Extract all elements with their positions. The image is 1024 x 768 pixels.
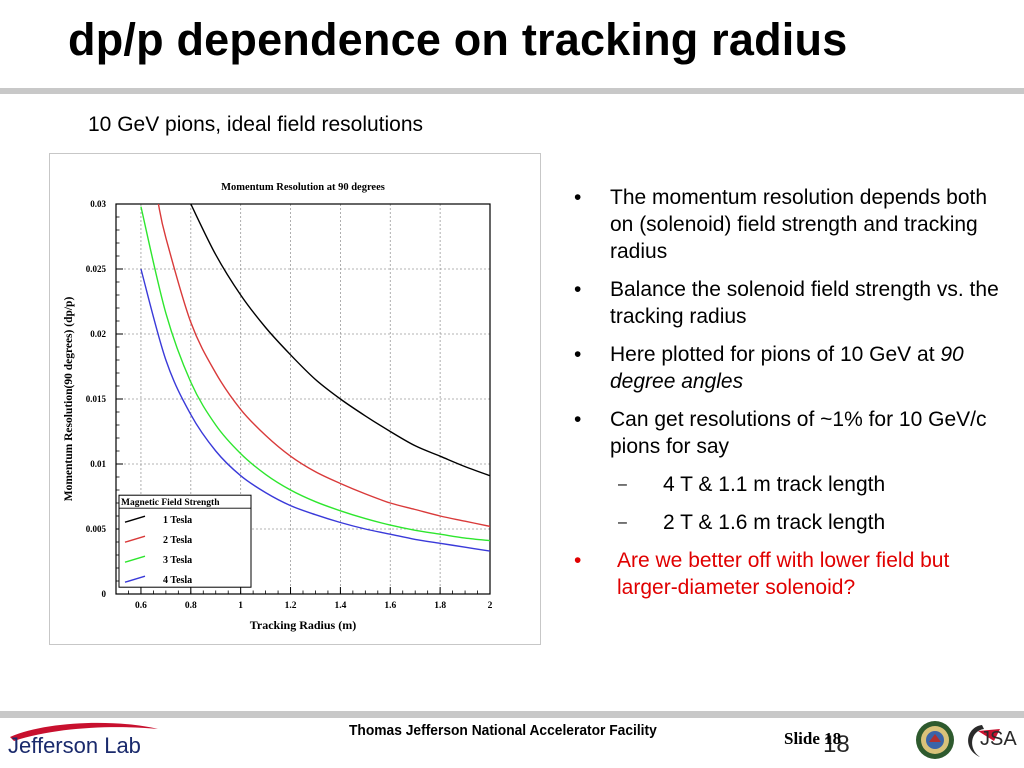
x-tick-label: 0.8 [185,601,197,611]
plot-area-border [115,203,491,595]
bullet-item: • Here plotted for pions of 10 GeV at 90 … [574,341,1004,395]
legend-swatch [124,575,146,583]
jsa-text: JSA [980,728,1017,750]
bullet-text: Here plotted for pions of 10 GeV at [610,343,941,366]
legend-swatch [124,515,146,523]
bullet-marker: • [574,408,582,431]
chart-title: Momentum Resolution at 90 degrees [221,182,385,193]
y-tick-label: 0.015 [86,394,107,404]
series-line [190,204,490,477]
sub-bullet-marker: – [618,514,627,531]
sub-bullet-item: – 4 T & 1.1 m track length [618,471,1004,498]
x-axis-label: Tracking Radius (m) [250,618,356,632]
bullet-list: • The momentum resolution depends both on… [574,184,1004,612]
slide-subtitle: 10 GeV pions, ideal field resolutions [88,113,424,136]
slide-title: dp/p dependence on tracking radius [68,14,848,65]
jsa-logo: JSA [968,725,1017,757]
legend-entry: 1 Tesla [163,515,192,526]
highlight-bullet-item: • Are we better off with lower field but … [574,547,1004,601]
x-tick-label: 1.8 [434,601,446,611]
logo-text: Jefferson Lab [8,733,141,758]
y-tick-label: 0.025 [86,264,107,274]
x-tick-label: 2 [488,601,493,611]
legend-title: Magnetic Field Strength [121,498,220,508]
bullet-text: Can get resolutions of ~1% for 10 GeV/c … [610,408,987,458]
bullet-marker: • [574,343,582,366]
x-tick-label: 1.2 [285,601,297,611]
title-divider [0,88,1024,94]
bullet-item: • Can get resolutions of ~1% for 10 GeV/c… [574,406,1004,460]
y-tick-label: 0.005 [86,524,107,534]
sub-bullet-item: – 2 T & 1.6 m track length [618,509,1004,536]
highlight-bullet-text: Are we better off with lower field but l… [617,549,950,599]
legend-entry: 3 Tesla [163,555,192,566]
x-tick-label: 1 [238,601,243,611]
jefferson-lab-logo: Jefferson Lab [8,722,158,758]
plot-frame: Magnetic Field Strength 1 Tesla 2 Tesla 3 T… [49,153,541,645]
y-tick-label: 0 [102,589,107,599]
legend-box [118,494,252,588]
sub-bullet-text: 2 T & 1.6 m track length [663,511,886,534]
x-tick-label: 0.6 [135,601,147,611]
bullet-marker: • [574,549,582,572]
series-line [157,204,490,528]
slide-number: 18 [823,731,850,758]
footer-divider [0,711,1024,718]
bullet-item: • Balance the solenoid field strength vs.… [574,276,1004,330]
legend-entry: 2 Tesla [163,535,192,546]
momentum-resolution-chart: Magnetic Field Strength 1 Tesla 2 Tesla 3 T… [63,182,493,632]
legend-swatch [124,535,146,543]
bullet-text-italic: 90 degree angles [610,343,964,393]
y-tick-label: 0.03 [90,199,106,209]
series-line [140,268,490,552]
bullet-marker: • [574,278,582,301]
doe-seal-icon [916,721,954,759]
x-tick-label: 1.4 [334,601,346,611]
sub-bullet-text: 4 T & 1.1 m track length [663,473,886,496]
bullet-text: Balance the solenoid field strength vs. … [610,278,999,328]
bullet-text: The momentum resolution depends both on … [610,186,988,263]
sub-bullet-marker: – [618,476,627,493]
footer-organization: Thomas Jefferson National Accelerator Fa… [349,722,657,739]
bullet-marker: • [574,186,582,209]
legend-entry: 4 Tesla [163,575,192,586]
series-line [140,206,490,542]
x-tick-label: 1.6 [384,601,396,611]
bullet-item: • The momentum resolution depends both on… [574,184,1004,265]
legend-swatch [124,555,146,563]
y-tick-label: 0.01 [90,459,106,469]
y-axis-label: Momentum Resolution(90 degrees) (dp/p) [63,297,75,502]
slide-label: Slide 18 [784,729,842,748]
y-tick-label: 0.02 [90,329,106,339]
